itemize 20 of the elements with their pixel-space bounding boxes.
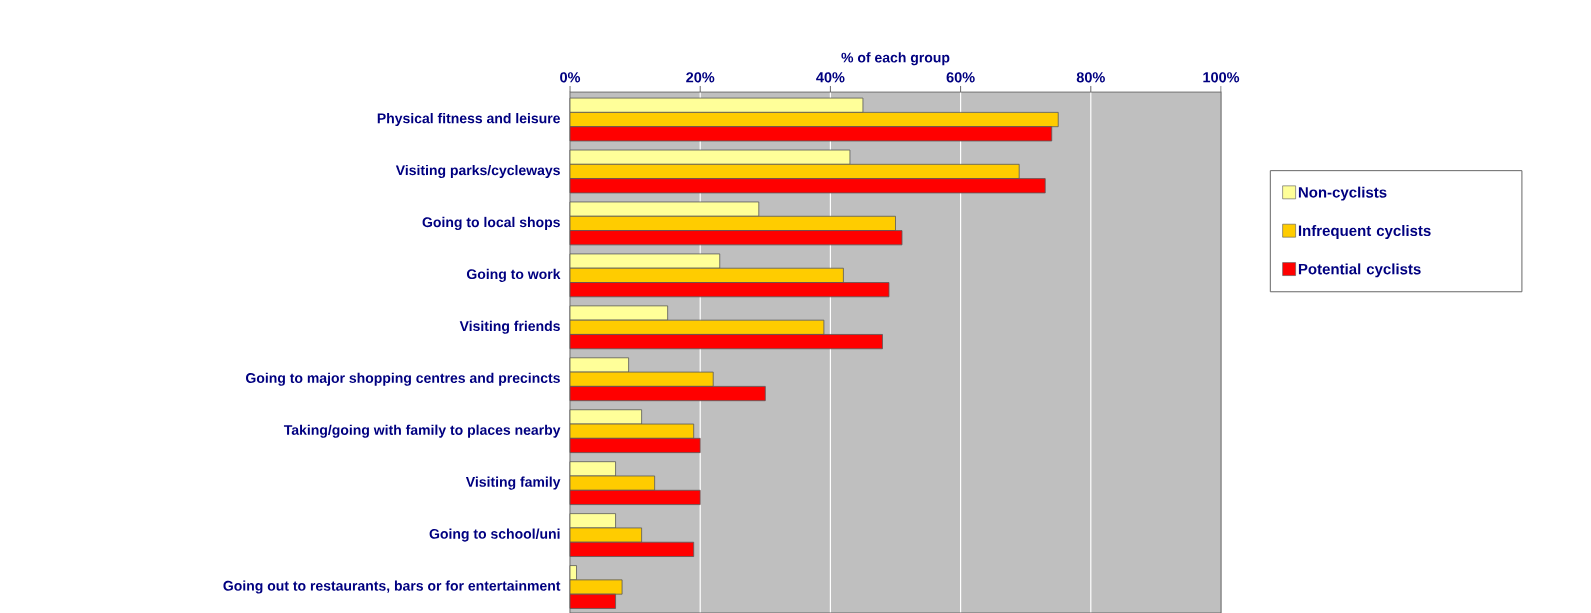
legend-label: Potential cyclists [1298,263,1421,278]
y-tick-label: Going out to restaurants, bars or for entertainment [223,580,561,594]
y-tick-label: Visiting parks/cycleways [395,164,560,179]
y-tick-label: Visiting family [465,476,561,490]
x-tick-label: 60% [946,72,975,83]
legend-label: Non-cyclists [1298,186,1387,201]
x-tick-label: 80% [1076,72,1105,83]
x-tick-label: 0% [560,72,581,83]
y-tick-label: Going to work [466,268,561,282]
x-tick-label: 20% [686,72,715,83]
y-tick-label: Going to local shops [422,216,560,230]
legend-label: Infrequent cyclists [1298,225,1431,239]
y-tick-label: Physical fitness and leisure [377,113,560,127]
y-tick-label: Taking/going with family to places nearby [283,424,561,438]
y-tick-label: Visiting friends [459,320,560,334]
x-axis-title: % of each group [841,52,950,66]
x-tick-label: 40% [816,72,845,83]
y-tick-label: Going to major shopping centres and precincts [246,372,560,386]
y-tick-label: Going to school/uni [429,528,560,542]
x-tick-label: 100% [1203,72,1240,83]
